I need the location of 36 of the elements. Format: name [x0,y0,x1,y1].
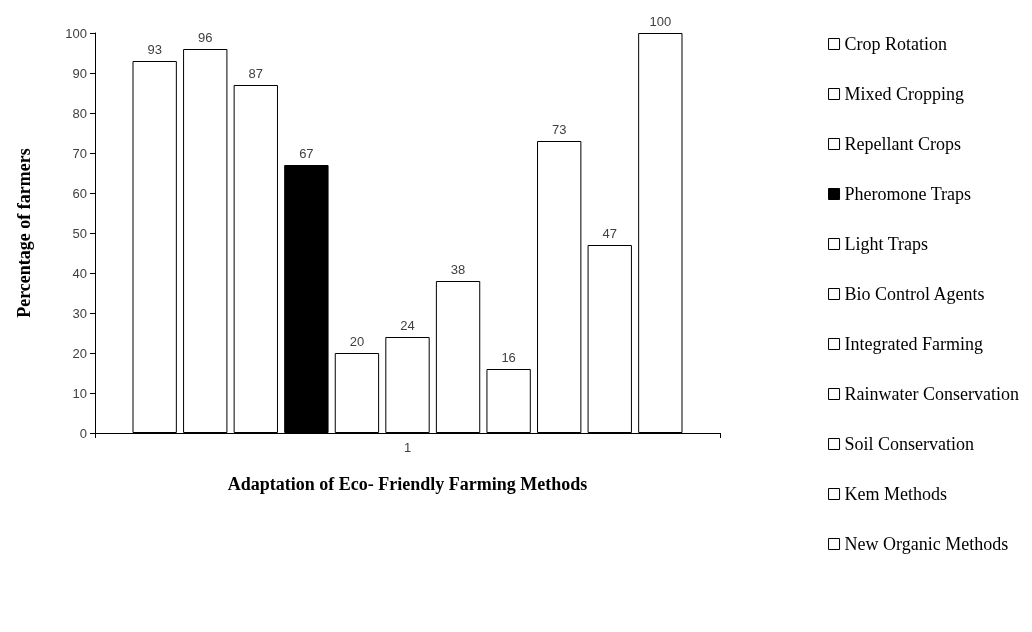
data-label: 93 [147,42,162,57]
x-axis-title: Adaptation of Eco- Friendly Farming Methods [227,474,588,494]
y-tick-label: 0 [79,425,87,441]
data-label: 87 [248,66,264,81]
legend-label: Rainwater Conservation [844,384,1020,404]
legend-label: Light Traps [844,234,929,254]
legend-label: Bio Control Agents [844,284,985,304]
y-tick-label: 80 [72,105,87,121]
legend-label: Pheromone Traps [844,184,972,204]
data-label: 96 [198,30,213,45]
y-axis-title: Percentage of farmers [14,148,34,318]
data-label: 47 [602,226,617,241]
data-label: 16 [501,350,516,365]
y-tick-label: 90 [72,65,87,81]
legend-label: Mixed Cropping [844,84,965,104]
y-tick-label: 40 [72,265,87,281]
legend-label: Repellant Crops [844,134,962,154]
legend-label: New Organic Methods [844,534,1009,554]
data-label: 100 [649,14,672,29]
legend-label: Crop Rotation [844,34,948,54]
data-label: 20 [349,334,365,349]
y-tick-label: 70 [72,145,87,161]
data-label: 38 [450,262,466,277]
y-tick-label: 60 [72,185,87,201]
legend-label: Integrated Farming [844,334,984,354]
data-label: 73 [551,122,567,137]
legend-label: Soil Conservation [844,434,975,454]
y-tick-label: 30 [72,305,87,321]
y-tick-label: 10 [72,385,87,401]
legend-label: Kem Methods [844,484,948,504]
data-label: 67 [299,146,314,161]
y-tick-label: 50 [72,225,87,241]
y-tick-label: 100 [65,25,87,41]
y-tick-label: 20 [72,345,87,361]
data-label: 24 [400,318,415,333]
x-tick-label: 1 [403,440,412,455]
